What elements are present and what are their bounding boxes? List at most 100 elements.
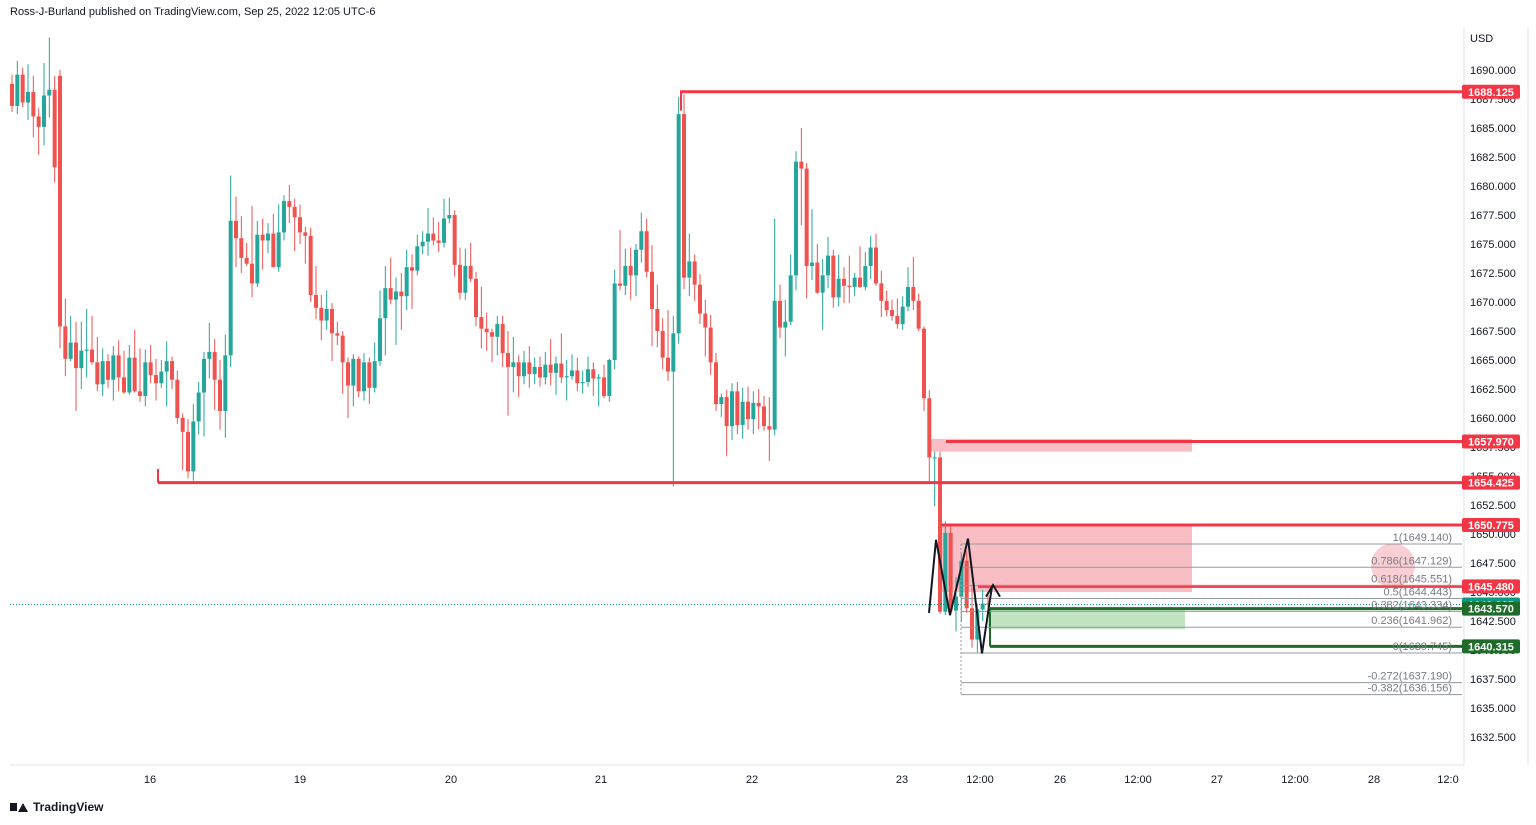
candle-body	[276, 232, 281, 268]
candle-body	[223, 355, 228, 412]
candle-body	[447, 215, 452, 219]
price-tag-1650.775	[1462, 518, 1520, 533]
candle-body	[116, 355, 121, 378]
candle-body	[634, 249, 638, 276]
candle-body	[31, 92, 36, 117]
candle-body	[79, 350, 84, 369]
candle-body	[15, 74, 20, 106]
candle-body	[959, 560, 964, 597]
fibonacci-layer: 1(1649.140) 0.786(1647.129) 0.618(1645.551…	[960, 532, 1462, 696]
candle-body	[580, 382, 585, 384]
candle-body	[900, 306, 905, 325]
fib-label-1: 1(1649.140)	[1393, 532, 1452, 544]
price-tag-text: 1643.570	[1468, 604, 1514, 616]
candle-body	[495, 324, 500, 337]
candle-body	[890, 310, 894, 316]
candle-body	[740, 401, 745, 425]
candle-body	[708, 327, 713, 363]
candle-body	[191, 421, 196, 472]
candle-body	[202, 358, 206, 393]
time-tick-label: 19	[294, 774, 306, 786]
candle-body	[666, 357, 670, 372]
candle-body	[394, 291, 398, 300]
candle-body	[794, 161, 798, 276]
candle-body	[436, 240, 441, 243]
time-tick-label: 20	[445, 774, 457, 786]
time-tick-label: 12:0	[1437, 774, 1458, 786]
candle-body	[132, 357, 137, 392]
candle-body	[836, 278, 841, 298]
candle-body	[175, 379, 180, 418]
candle-body	[532, 366, 537, 374]
time-tick-label: 26	[1054, 774, 1066, 786]
candle-body	[58, 75, 62, 327]
candle-body	[106, 361, 110, 380]
candle-body	[644, 231, 649, 272]
candle-body	[308, 235, 313, 296]
price-tag-1688.125	[1462, 84, 1520, 99]
candle-body	[868, 247, 873, 267]
candle-body	[911, 286, 916, 301]
time-tick-label: 22	[746, 774, 758, 786]
candle-body	[516, 362, 521, 377]
candle-body	[314, 295, 318, 308]
price-tag-1645.480	[1462, 579, 1520, 594]
candle-body	[810, 262, 814, 267]
candle-body	[218, 379, 222, 412]
candle-body	[655, 308, 660, 331]
candle-body	[111, 355, 116, 380]
price-tag-text: 1657.970	[1468, 437, 1514, 449]
price-tick-label: 1642.500	[1470, 616, 1516, 628]
candle-body	[954, 596, 958, 611]
candle-body	[186, 431, 190, 472]
pattern-arrowhead	[985, 583, 1001, 598]
candle-body	[68, 342, 73, 359]
candle-body	[975, 609, 980, 640]
publisher-attribution: Ross-J-Burland published on TradingView.…	[10, 6, 376, 18]
time-tick-label: 12:00	[1124, 774, 1152, 786]
zones-layer	[928, 438, 1415, 630]
price-tick-label: 1680.000	[1470, 181, 1516, 193]
price-tag-1640.315	[1462, 639, 1520, 654]
candle-body	[282, 201, 286, 233]
candle-body	[378, 318, 382, 362]
price-tag-1657.970	[1462, 434, 1520, 449]
candle-body	[244, 257, 249, 264]
candle-body	[458, 264, 462, 293]
candle-body	[239, 238, 244, 258]
candle-body	[228, 220, 233, 356]
candle-body	[479, 317, 484, 329]
candle-body	[463, 266, 468, 293]
candle-body	[570, 370, 574, 377]
price-tick-label: 1675.000	[1470, 239, 1516, 251]
candle-body	[255, 234, 260, 284]
candle-body	[586, 369, 590, 383]
candle-body	[884, 300, 889, 311]
price-tag-text: 1650.775	[1468, 520, 1514, 532]
candle-body	[324, 308, 329, 321]
candle-body	[500, 324, 505, 354]
brand-name: TradingView	[33, 800, 104, 814]
price-axis: USD1632.5001635.0001637.5001640.0001642.…	[1470, 33, 1516, 744]
candle-body	[612, 283, 617, 360]
candle-body	[63, 326, 68, 359]
candles-layer	[10, 37, 990, 653]
price-tick-label: 1682.500	[1470, 152, 1516, 164]
candle-body	[543, 364, 548, 378]
time-tick-label: 12:00	[966, 774, 994, 786]
candle-body	[735, 391, 740, 425]
candle-body	[650, 271, 654, 309]
candle-body	[916, 300, 921, 329]
fib-label-0.786: 0.786(1647.129)	[1371, 555, 1452, 567]
price-tick-label: 1635.000	[1470, 703, 1516, 715]
price-tick-label: 1677.500	[1470, 210, 1516, 222]
candle-body	[154, 375, 158, 384]
candle-body	[820, 275, 825, 293]
candle-body	[756, 402, 761, 407]
chart-frame	[10, 28, 1529, 766]
candle-body	[895, 315, 900, 325]
candle-body	[858, 277, 862, 287]
price-tag-text: 1688.125	[1468, 87, 1514, 99]
candle-body	[852, 277, 857, 287]
